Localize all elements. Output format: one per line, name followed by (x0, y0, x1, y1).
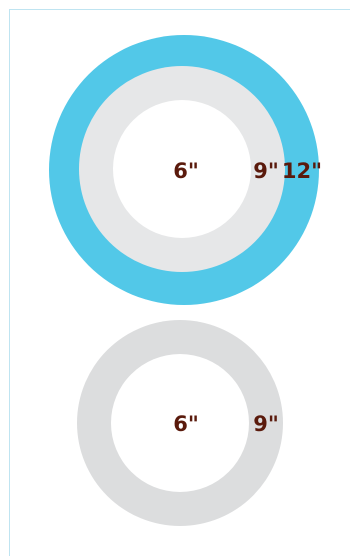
inner-circle-6in (113, 100, 251, 238)
diagram-frame (9, 9, 350, 556)
label-6in-top: 6" (173, 159, 199, 183)
label-12in-top: 12" (282, 159, 322, 183)
bottom-ring-diagram: 6" 9" (77, 320, 283, 526)
label-9in-top: 9" (253, 159, 279, 183)
label-6in-bottom: 6" (173, 412, 199, 436)
label-9in-bottom: 9" (253, 412, 279, 436)
top-ring-diagram: 6" 9" 12" (49, 35, 322, 305)
inner-circle-6in-bottom (111, 354, 249, 492)
